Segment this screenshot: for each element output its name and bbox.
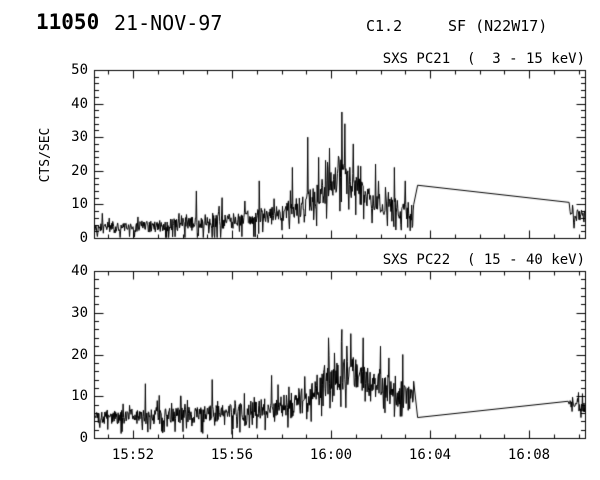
y-tick-label: 40 [71,96,88,112]
y-axis-label-cts-per-sec: CTS/SEC [38,127,53,183]
y-tick-label: 10 [71,388,88,404]
y-tick-label: 30 [71,129,88,145]
y-tick-label: 20 [71,163,88,179]
y-tick-label: 20 [71,347,88,363]
x-tick-label: 16:00 [309,447,353,463]
goes-class: C1.2 [366,17,403,35]
y-tick-label: 0 [79,430,88,446]
y-tick-label: 0 [79,230,88,246]
bottom-plot-title: SXS PC22 ( 15 - 40 keV) [382,252,585,268]
x-tick-label: 16:04 [408,447,452,463]
flare-location-label: SF (N22W17) [448,17,548,35]
event-date: 21-NOV-97 [114,11,223,35]
x-tick-label: 15:56 [210,447,254,463]
event-id: 11050 [36,10,100,34]
y-tick-label: 40 [71,263,88,279]
top-plot-title: SXS PC21 ( 3 - 15 keV) [382,51,585,67]
y-tick-label: 10 [71,196,88,212]
x-tick-label: 15:52 [111,447,155,463]
y-tick-label: 30 [71,305,88,321]
y-tick-label: 50 [71,62,88,78]
x-tick-label: 16:08 [507,447,551,463]
